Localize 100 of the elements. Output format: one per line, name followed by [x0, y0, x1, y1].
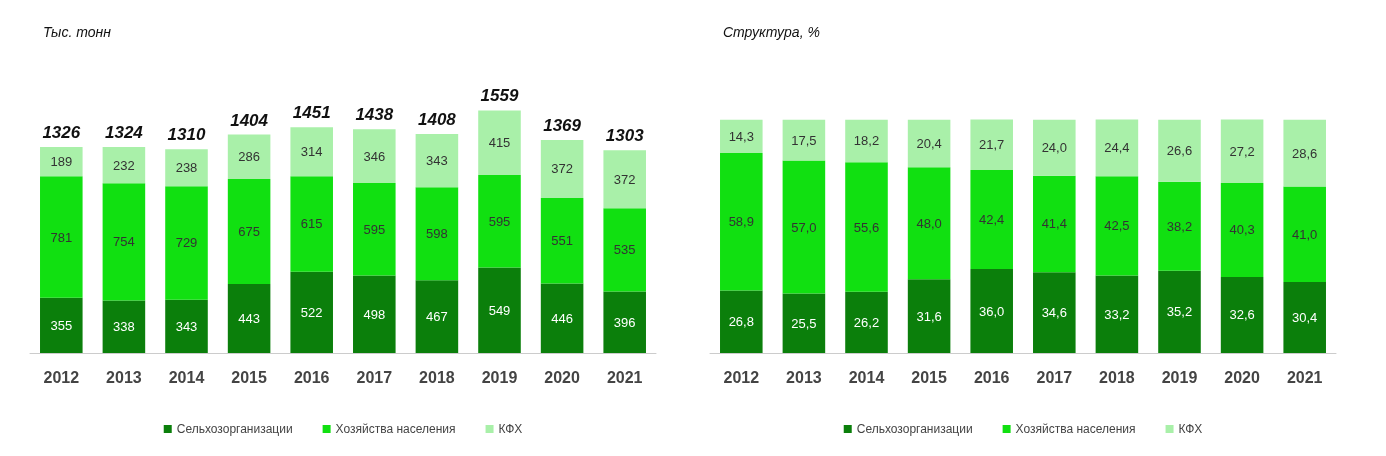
data-label: 238: [175, 160, 198, 176]
x-tick-label: 2020: [544, 368, 580, 386]
x-tick-label: 2021: [1286, 368, 1323, 386]
data-label: 41,0: [1292, 226, 1318, 242]
legend-label: Хозяйства населения: [1015, 422, 1136, 436]
bar: [1220, 119, 1264, 183]
bar: [290, 271, 333, 353]
data-label: 595: [363, 221, 386, 237]
bar: [415, 187, 459, 281]
legend-label: КФХ: [1178, 422, 1203, 436]
bar: [227, 284, 271, 353]
data-label: 343: [175, 318, 198, 334]
data-label: 446: [551, 310, 573, 326]
bar: [1158, 270, 1201, 353]
data-label: 40,3: [1229, 222, 1255, 238]
data-label: 189: [50, 154, 73, 170]
data-label: 598: [426, 226, 448, 242]
bar: [40, 297, 83, 353]
total-label: 1324: [104, 123, 144, 143]
total-label: 1404: [230, 110, 269, 130]
data-label: 595: [488, 213, 511, 229]
bar: [165, 186, 208, 300]
total-label: 1310: [167, 125, 206, 145]
bar: [907, 167, 951, 280]
bar: [720, 290, 763, 353]
total-label: 1303: [605, 126, 645, 146]
bar: [1220, 182, 1264, 277]
data-label: 36,0: [979, 303, 1005, 319]
data-label: 41,4: [1041, 216, 1067, 232]
data-label: 20,4: [916, 135, 942, 151]
bar: [540, 283, 584, 353]
total-label: 1438: [355, 105, 394, 125]
bar: [1033, 175, 1076, 273]
bar: [1283, 186, 1326, 283]
x-tick-label: 2014: [168, 368, 205, 386]
bar: [290, 176, 333, 272]
bar: [1283, 282, 1326, 353]
data-label: 28,6: [1292, 145, 1318, 161]
x-tick-label: 2014: [848, 368, 885, 386]
bar: [1095, 176, 1139, 276]
x-tick-label: 2018: [419, 368, 455, 386]
data-label: 343: [426, 153, 448, 169]
x-tick-label: 2018: [1099, 368, 1135, 386]
legend-label: КФХ: [498, 422, 523, 436]
data-label: 286: [238, 149, 260, 165]
bar: [1283, 119, 1326, 187]
bar: [478, 110, 521, 176]
x-tick-label: 2012: [723, 368, 760, 386]
x-tick-label: 2020: [1224, 368, 1260, 386]
bar: [1220, 276, 1264, 353]
bar: [720, 153, 763, 291]
x-tick-label: 2016: [293, 368, 330, 386]
bar: [102, 147, 146, 184]
bar: [1095, 119, 1139, 177]
bar: [720, 119, 763, 154]
bar: [782, 293, 826, 353]
data-label: 467: [426, 309, 448, 325]
bar: [102, 300, 146, 353]
bar: [603, 291, 646, 353]
data-label: 551: [551, 233, 573, 249]
data-label: 33,2: [1104, 306, 1130, 322]
data-label: 729: [175, 235, 198, 251]
bar: [415, 280, 459, 353]
bar: [907, 119, 951, 168]
x-tick-label: 2013: [106, 368, 142, 386]
bar: [907, 279, 951, 353]
data-label: 498: [363, 306, 386, 322]
data-label: 57,0: [791, 219, 817, 235]
bar: [1033, 272, 1076, 353]
data-label: 535: [613, 242, 636, 258]
bar: [970, 119, 1013, 171]
legend-label: Хозяйства населения: [335, 422, 456, 436]
data-label: 781: [50, 229, 73, 245]
total-label: 1408: [417, 109, 457, 129]
bar: [845, 291, 888, 353]
data-label: 42,4: [979, 212, 1005, 228]
data-label: 35,2: [1166, 304, 1193, 320]
data-label: 232: [113, 157, 135, 173]
total-label: 1451: [292, 103, 331, 123]
data-label: 396: [613, 314, 636, 330]
x-tick-label: 2017: [356, 368, 393, 386]
bar: [845, 162, 888, 292]
bar: [1095, 275, 1139, 353]
total-label: 1369: [543, 116, 582, 136]
bar: [970, 269, 1013, 353]
bar: [165, 299, 208, 353]
data-label: 675: [238, 224, 260, 240]
data-label: 55,6: [853, 219, 880, 235]
bar: [782, 119, 826, 161]
x-tick-label: 2019: [481, 368, 518, 386]
data-label: 32,6: [1229, 307, 1255, 323]
total-label: 1326: [42, 122, 81, 142]
data-label: 26,6: [1166, 143, 1193, 159]
bar: [415, 133, 459, 188]
x-tick-label: 2021: [606, 368, 643, 386]
bar: [353, 129, 396, 183]
total-label: 1559: [480, 86, 519, 106]
data-label: 549: [488, 302, 511, 318]
data-label: 58,9: [728, 214, 754, 230]
data-label: 21,7: [979, 137, 1005, 153]
